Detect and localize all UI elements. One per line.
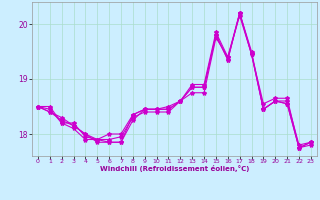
X-axis label: Windchill (Refroidissement éolien,°C): Windchill (Refroidissement éolien,°C) (100, 165, 249, 172)
